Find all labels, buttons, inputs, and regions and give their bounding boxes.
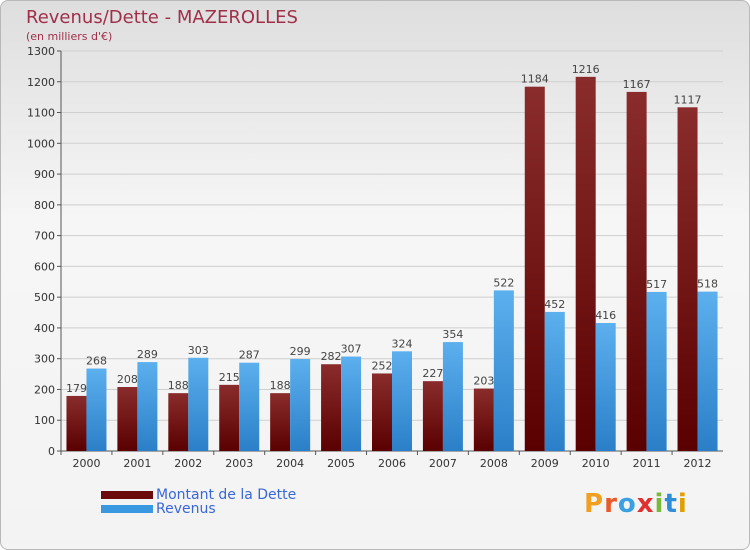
bar-dette bbox=[524, 86, 545, 451]
bar-revenus bbox=[86, 368, 107, 451]
x-tick-label: 2011 bbox=[633, 457, 661, 470]
data-label-dette: 1167 bbox=[623, 78, 651, 91]
data-label-revenus: 287 bbox=[239, 349, 260, 362]
y-tick-label: 900 bbox=[34, 168, 55, 181]
bar-dette bbox=[372, 373, 392, 451]
data-label-revenus: 289 bbox=[137, 348, 158, 361]
bar-dette bbox=[626, 91, 647, 451]
bar-revenus bbox=[595, 323, 616, 451]
x-tick-label: 2007 bbox=[429, 457, 457, 470]
bar-dette bbox=[66, 395, 87, 451]
x-tick-label: 2003 bbox=[225, 457, 253, 470]
data-label-dette: 208 bbox=[117, 373, 138, 386]
y-tick-label: 200 bbox=[34, 383, 55, 396]
data-label-dette: 179 bbox=[66, 382, 87, 395]
bar-revenus bbox=[341, 356, 362, 451]
bar-dette bbox=[473, 388, 494, 451]
data-label-revenus: 303 bbox=[188, 344, 209, 357]
proxiti-logo: Proxiti bbox=[584, 489, 688, 519]
data-label-dette: 215 bbox=[219, 371, 240, 384]
x-tick-label: 2004 bbox=[276, 457, 304, 470]
data-label-revenus: 518 bbox=[697, 278, 718, 291]
bar-revenus bbox=[137, 362, 158, 451]
y-tick-label: 300 bbox=[34, 353, 55, 366]
data-label-revenus: 416 bbox=[595, 309, 616, 322]
y-tick-label: 1000 bbox=[27, 137, 55, 150]
data-label-revenus: 522 bbox=[493, 276, 514, 289]
x-tick-label: 2006 bbox=[378, 457, 406, 470]
data-label-dette: 1184 bbox=[521, 73, 549, 86]
logo-letter: r bbox=[604, 489, 618, 519]
data-label-dette: 188 bbox=[168, 379, 189, 392]
data-label-revenus: 299 bbox=[290, 345, 311, 358]
legend-item-dette: Montant de la Dette bbox=[101, 488, 296, 502]
legend-swatch-revenus bbox=[101, 505, 153, 513]
bar-revenus bbox=[493, 290, 514, 451]
bar-revenus bbox=[544, 311, 565, 451]
x-tick-label: 2012 bbox=[684, 457, 712, 470]
y-tick-label: 1200 bbox=[27, 76, 55, 89]
x-tick-label: 2001 bbox=[123, 457, 151, 470]
chart-subtitle: (en milliers d'€) bbox=[26, 30, 113, 43]
bar-dette bbox=[270, 393, 291, 451]
y-tick-label: 400 bbox=[34, 322, 55, 335]
data-label-dette: 188 bbox=[270, 379, 291, 392]
bar-revenus bbox=[239, 362, 260, 451]
x-tick-label: 2009 bbox=[531, 457, 559, 470]
bar-dette bbox=[117, 387, 138, 451]
x-tick-label: 2002 bbox=[174, 457, 202, 470]
x-tick-label: 2008 bbox=[480, 457, 508, 470]
bar-dette bbox=[575, 76, 596, 451]
data-label-revenus: 517 bbox=[646, 278, 667, 291]
y-tick-label: 700 bbox=[34, 230, 55, 243]
data-label-dette: 252 bbox=[372, 359, 393, 372]
data-label-dette: 1117 bbox=[674, 93, 702, 106]
bar-revenus bbox=[290, 359, 311, 451]
data-label-revenus: 307 bbox=[341, 343, 362, 356]
y-tick-label: 1300 bbox=[27, 45, 55, 58]
data-label-revenus: 268 bbox=[86, 355, 107, 368]
y-tick-label: 600 bbox=[34, 260, 55, 273]
y-tick-label: 500 bbox=[34, 291, 55, 304]
chart-title: Revenus/Dette - MAZEROLLES bbox=[26, 7, 298, 28]
data-label-revenus: 324 bbox=[392, 337, 413, 350]
data-label-dette: 282 bbox=[321, 350, 342, 363]
logo-letter: t bbox=[664, 489, 678, 519]
legend-label-revenus: Revenus bbox=[156, 501, 216, 517]
legend-swatch-dette bbox=[101, 491, 153, 499]
x-tick-label: 2000 bbox=[72, 457, 100, 470]
y-tick-label: 0 bbox=[48, 445, 55, 458]
logo-letter: x bbox=[636, 489, 655, 519]
bar-dette bbox=[422, 381, 443, 451]
legend-item-revenus: Revenus bbox=[101, 502, 216, 516]
data-label-dette: 1216 bbox=[572, 63, 600, 76]
y-tick-label: 100 bbox=[34, 414, 55, 427]
data-label-revenus: 354 bbox=[442, 328, 463, 341]
bar-dette bbox=[168, 393, 189, 451]
data-label-dette: 227 bbox=[422, 367, 443, 380]
x-tick-label: 2010 bbox=[582, 457, 610, 470]
bar-revenus bbox=[697, 291, 718, 451]
logo-letter: o bbox=[617, 489, 637, 519]
logo-letter: i bbox=[677, 489, 688, 519]
logo-letter: P bbox=[584, 489, 605, 519]
bar-revenus bbox=[188, 357, 209, 451]
y-tick-label: 1100 bbox=[27, 107, 55, 120]
bar-dette bbox=[677, 107, 698, 452]
x-tick-label: 2005 bbox=[327, 457, 355, 470]
bar-revenus bbox=[646, 291, 667, 451]
bar-revenus bbox=[442, 342, 463, 451]
bar-revenus bbox=[392, 351, 412, 451]
legend-label-dette: Montant de la Dette bbox=[156, 487, 297, 503]
bar-dette bbox=[321, 364, 342, 451]
bar-dette bbox=[219, 384, 240, 451]
data-label-dette: 203 bbox=[473, 375, 494, 388]
data-label-revenus: 452 bbox=[544, 298, 565, 311]
logo-letter: i bbox=[654, 489, 665, 519]
y-tick-label: 800 bbox=[34, 199, 55, 212]
